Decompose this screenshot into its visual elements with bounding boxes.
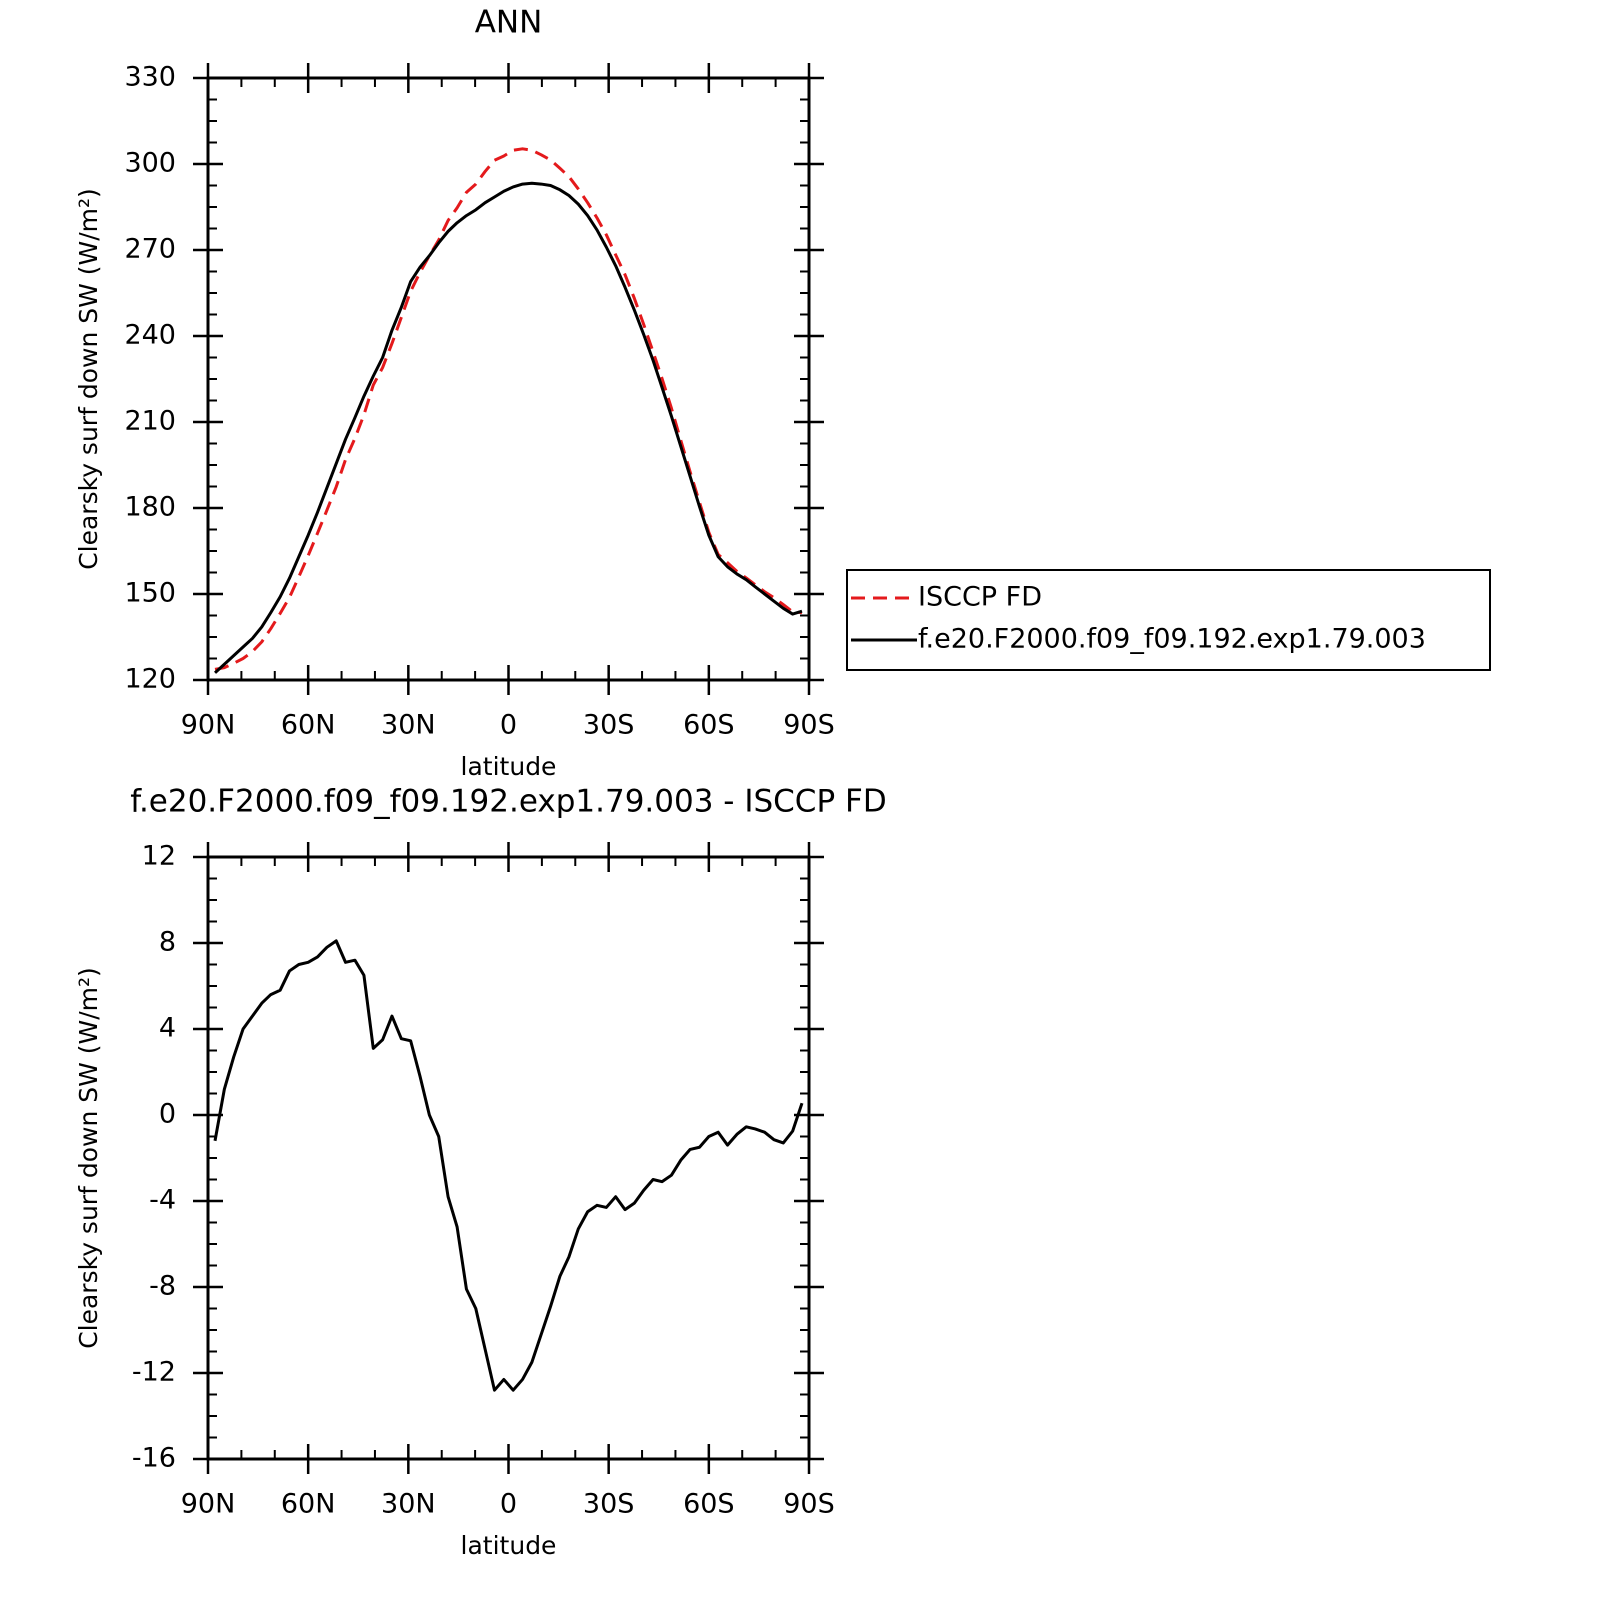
x-axis-label: latitude [461,752,557,781]
x-tick-label: 90S [783,1489,835,1520]
legend-label: ISCCP FD [918,582,1042,613]
x-tick-label: 0 [500,710,517,741]
y-tick-label: 120 [124,664,176,695]
y-tick-label: 330 [124,62,176,93]
x-tick-label: 60S [683,1489,735,1520]
y-tick-label: 240 [124,320,176,351]
x-tick-label: 30N [381,710,436,741]
y-tick-label: 210 [124,406,176,437]
x-tick-label: 60N [281,1489,336,1520]
chart-title: ANN [475,5,543,41]
x-tick-label: 60N [281,710,336,741]
x-axis-label: latitude [461,1531,557,1560]
y-axis-label: Clearsky surf down SW (W/m²) [74,188,103,570]
data-line [214,147,803,671]
y-tick-label: 4 [159,1013,176,1044]
y-tick-label: 0 [159,1099,176,1130]
chart-title: f.e20.F2000.f09_f09.192.exp1.79.003 - IS… [130,784,886,820]
y-axis-label: Clearsky surf down SW (W/m²) [74,967,103,1349]
x-tick-label: 60S [683,710,735,741]
plot-frame [206,76,811,682]
y-tick-label: 12 [142,841,176,872]
y-tick-label: 150 [124,578,176,609]
x-tick-label: 30S [583,1489,635,1520]
y-tick-label: 300 [124,148,176,179]
data-line [213,181,803,674]
plot-frame [206,855,811,1461]
x-tick-label: 30S [583,710,635,741]
x-tick-label: 0 [500,1489,517,1520]
data-line [213,939,804,1392]
y-tick-label: 270 [124,234,176,265]
legend-label: f.e20.F2000.f09_f09.192.exp1.79.003 [918,624,1426,655]
x-tick-label: 90N [181,1489,236,1520]
y-tick-label: -8 [149,1271,176,1302]
x-tick-label: 30N [381,1489,436,1520]
y-tick-label: 180 [124,492,176,523]
y-tick-label: -16 [132,1443,176,1474]
y-tick-label: 8 [159,927,176,958]
y-tick-label: -4 [149,1185,176,1216]
x-tick-label: 90N [181,710,236,741]
legend-box [846,569,1491,671]
x-tick-label: 90S [783,710,835,741]
y-tick-label: -12 [132,1357,176,1388]
